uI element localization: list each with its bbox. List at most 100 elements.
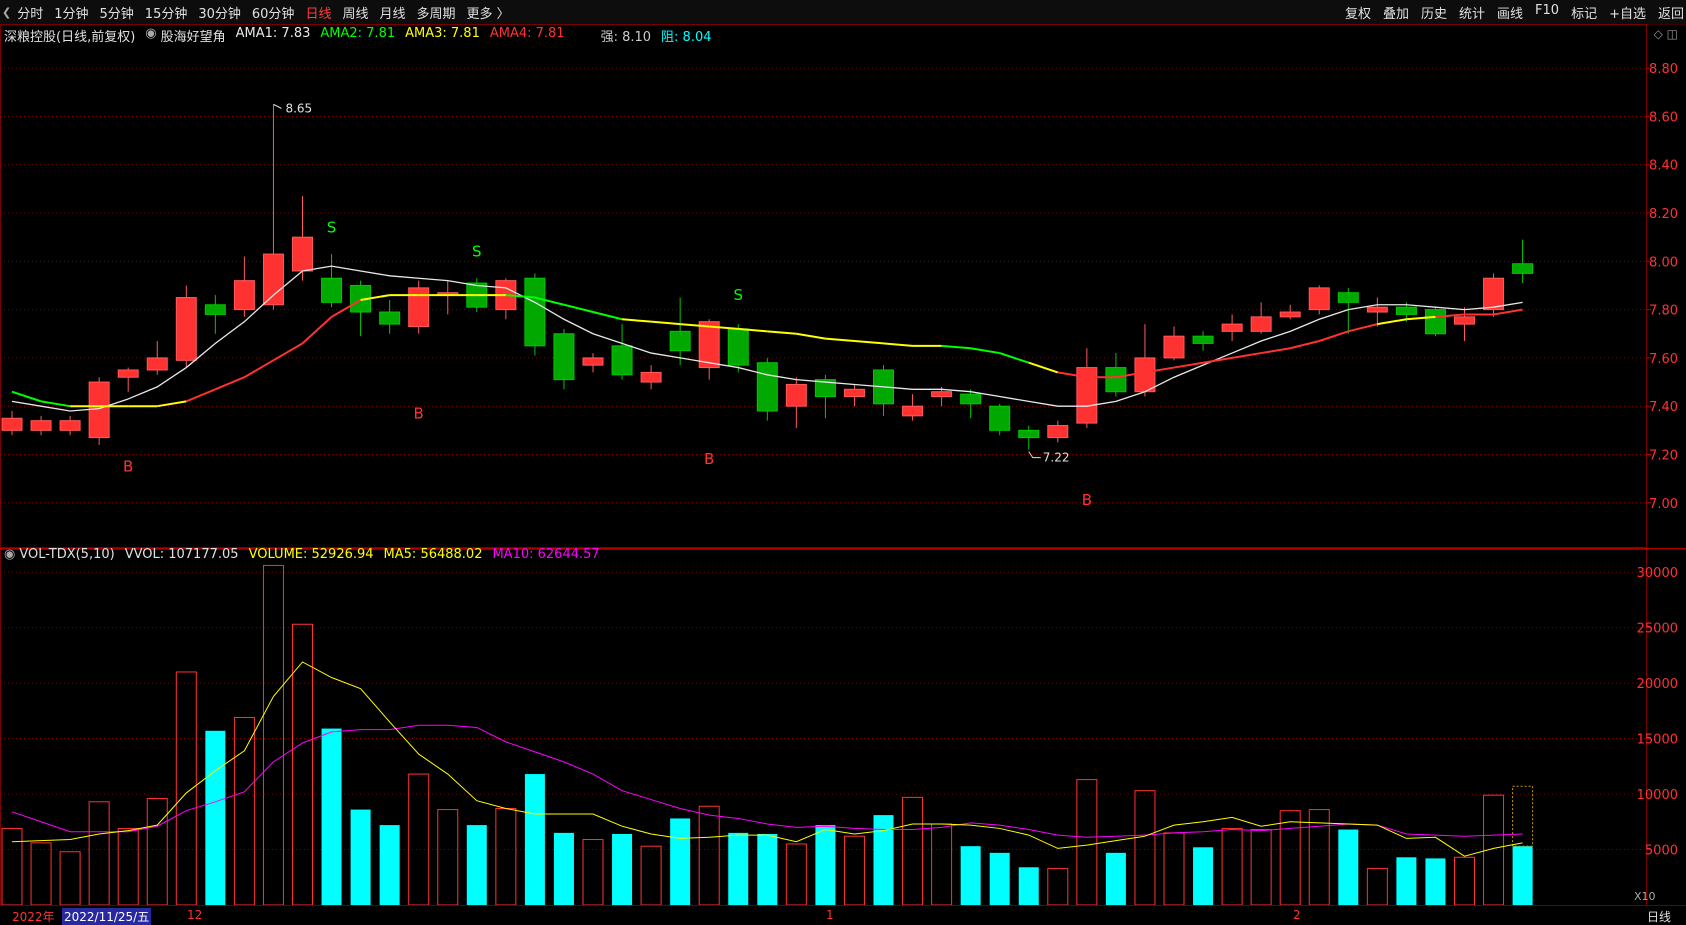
ama-trend-line-segment bbox=[1377, 318, 1407, 326]
panel-controls: ◇ ◫ bbox=[1654, 27, 1678, 41]
candle-body bbox=[931, 391, 953, 398]
stats-button[interactable]: 统计 bbox=[1459, 7, 1486, 22]
tab-weekly[interactable]: 周线 bbox=[342, 7, 369, 22]
vvol-value: VVOL: 107177.05 bbox=[124, 547, 239, 562]
volume-bar bbox=[1, 827, 23, 906]
signal-b-label: B bbox=[704, 450, 714, 468]
volume-bar bbox=[1221, 827, 1243, 906]
candle-body bbox=[408, 287, 430, 328]
volume-bar bbox=[815, 825, 836, 905]
volume-bar bbox=[612, 833, 633, 905]
collapse-arrow-icon[interactable]: ❮ bbox=[2, 6, 12, 19]
volume-bar bbox=[175, 671, 197, 906]
volume-bar bbox=[379, 825, 400, 905]
volume-bar bbox=[873, 815, 894, 905]
window-icon[interactable]: ◫ bbox=[1666, 27, 1678, 41]
volume-bar bbox=[1279, 810, 1301, 906]
candle-body bbox=[262, 253, 284, 306]
ama-trend-line-segment bbox=[1144, 366, 1175, 374]
volume-bar bbox=[1308, 809, 1330, 906]
signal-s-label: S bbox=[327, 218, 337, 236]
ama-trend-line-segment bbox=[999, 352, 1030, 364]
candle-body bbox=[1076, 367, 1098, 424]
volume-bar bbox=[843, 835, 865, 906]
ama-trend-line-segment bbox=[680, 323, 710, 328]
low-price-label: 7.22 bbox=[1043, 451, 1070, 465]
volume-forecast-bar bbox=[1512, 785, 1534, 847]
indicator-name[interactable]: 股海好望角 bbox=[160, 30, 226, 45]
volume-bar bbox=[88, 801, 110, 906]
ama-trend-line-segment bbox=[360, 294, 390, 301]
overlay-button[interactable]: 叠加 bbox=[1382, 7, 1409, 22]
ama2-value: AMA2: 7.81 bbox=[320, 26, 396, 41]
tab-60min[interactable]: 60分钟 bbox=[251, 7, 295, 22]
candle-body bbox=[1018, 429, 1040, 439]
volume-bar bbox=[1163, 832, 1185, 906]
tab-fenshi[interactable]: 分时 bbox=[17, 7, 44, 22]
tab-5min[interactable]: 5分钟 bbox=[99, 7, 134, 22]
resist-value: 阻: 8.04 bbox=[661, 30, 712, 45]
volume-bar bbox=[117, 827, 139, 906]
stock-name[interactable]: 深粮控股(日线,前复权) bbox=[4, 30, 136, 45]
candle-body bbox=[1134, 357, 1156, 393]
ama-trend-line-segment bbox=[214, 376, 245, 391]
tab-30min[interactable]: 30分钟 bbox=[198, 7, 241, 22]
ama-trend-line-segment bbox=[1348, 323, 1378, 333]
indicator-gear-icon[interactable]: ◉ bbox=[145, 26, 157, 41]
ama-trend-line-segment bbox=[563, 303, 594, 313]
volume-bar bbox=[1396, 857, 1417, 905]
ama-trend-line-segment bbox=[1202, 356, 1233, 364]
tab-monthly[interactable]: 月线 bbox=[379, 7, 406, 22]
signal-b-label: B bbox=[414, 404, 424, 422]
ama-trend-line-segment bbox=[301, 316, 333, 345]
tab-15min[interactable]: 15分钟 bbox=[144, 7, 188, 22]
high-pointer bbox=[273, 103, 282, 109]
price-tick-label: 7.80 bbox=[1649, 304, 1678, 319]
candle-body bbox=[727, 328, 749, 366]
f10-button[interactable]: F10 bbox=[1535, 3, 1560, 18]
ama-trend-line-segment bbox=[1289, 340, 1320, 350]
ama-trend-line-segment bbox=[651, 320, 681, 326]
candle-body bbox=[146, 357, 168, 371]
ama-trend-line-segment bbox=[1115, 371, 1146, 379]
ama-trend-line-segment bbox=[883, 342, 913, 347]
candle-body bbox=[1047, 425, 1069, 439]
candle-body bbox=[1221, 323, 1243, 332]
volume-bar bbox=[233, 716, 255, 906]
volume-ma10-line bbox=[11, 724, 1523, 838]
price-tick-label: 8.80 bbox=[1649, 62, 1678, 77]
vol-name[interactable]: VOL-TDX(5,10) bbox=[19, 547, 115, 562]
month-1-label: 1 bbox=[826, 908, 834, 922]
candle-body bbox=[379, 311, 401, 325]
candle-body bbox=[989, 405, 1011, 431]
signal-b-label: B bbox=[123, 457, 133, 475]
draw-button[interactable]: 画线 bbox=[1497, 7, 1524, 22]
tab-multi-period[interactable]: 多周期 bbox=[416, 7, 456, 22]
volume-bar bbox=[1454, 856, 1475, 906]
tab-more[interactable]: 更多 〉 bbox=[466, 7, 510, 22]
back-button[interactable]: 返回 bbox=[1657, 7, 1684, 22]
candle-body bbox=[1279, 311, 1301, 318]
volume-bar bbox=[728, 832, 749, 905]
add-watchlist-button[interactable]: +自选 bbox=[1609, 7, 1646, 22]
volume-bar bbox=[466, 825, 487, 905]
volume-bar bbox=[1076, 779, 1098, 906]
price-tick-label: 7.40 bbox=[1649, 400, 1678, 415]
vol-gear-icon[interactable]: ◉ bbox=[4, 547, 16, 562]
candle-body bbox=[292, 236, 313, 272]
diamond-icon[interactable]: ◇ bbox=[1653, 27, 1663, 41]
ama-trend-line-segment bbox=[941, 344, 971, 350]
candle-body bbox=[1163, 335, 1185, 359]
tab-1min[interactable]: 1分钟 bbox=[54, 7, 89, 22]
ama-trend-line-segment bbox=[592, 311, 623, 321]
restore-rights-button[interactable]: 复权 bbox=[1344, 7, 1371, 22]
volume-bar bbox=[698, 805, 720, 906]
tab-daily[interactable]: 日线 bbox=[305, 7, 332, 22]
ama-trend-line-segment bbox=[1173, 361, 1204, 369]
volume-bar bbox=[1047, 867, 1069, 906]
history-button[interactable]: 历史 bbox=[1420, 7, 1447, 22]
ama-trend-line-segment bbox=[505, 294, 535, 299]
mark-button[interactable]: 标记 bbox=[1571, 7, 1598, 22]
ama3-value: AMA3: 7.81 bbox=[405, 26, 480, 41]
